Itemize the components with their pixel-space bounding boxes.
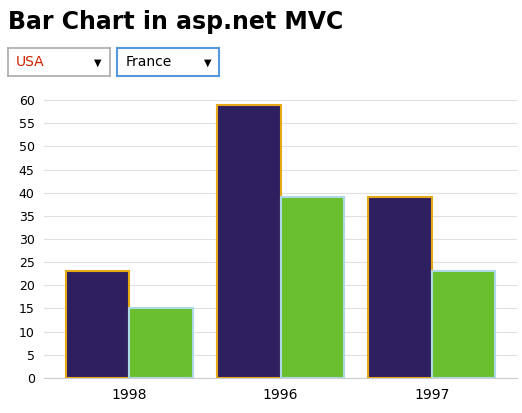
Bar <box>369 197 432 378</box>
Text: ▼: ▼ <box>94 57 101 67</box>
Text: ▼: ▼ <box>204 57 211 67</box>
Bar <box>66 271 129 378</box>
Text: Bar Chart in asp.net MVC: Bar Chart in asp.net MVC <box>8 10 343 34</box>
Text: USA: USA <box>16 55 44 69</box>
Bar <box>281 197 344 378</box>
Bar <box>217 105 281 378</box>
Text: France: France <box>126 55 172 69</box>
Bar <box>129 309 193 378</box>
Bar <box>432 271 495 378</box>
